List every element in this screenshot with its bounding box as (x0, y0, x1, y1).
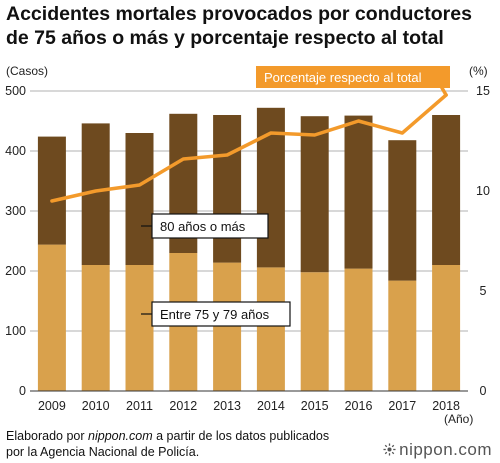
chart-title: Accidentes mortales provocados por condu… (6, 2, 496, 50)
bar-layer (37, 107, 461, 391)
bar-75-79 (213, 262, 242, 391)
left-axis-tick-label: 400 (5, 144, 26, 158)
left-axis-unit: (Casos) (6, 64, 49, 78)
chart-title-line-1: Accidentes mortales provocados por condu… (6, 3, 472, 25)
x-axis-tick-label: 2018 (432, 399, 460, 413)
bar-75-79 (125, 265, 154, 391)
left-axis-tick-label: 200 (5, 264, 26, 278)
x-axis-tick-label: 2017 (388, 399, 416, 413)
x-axis-tick-label: 2011 (126, 399, 153, 413)
bar-80-plus (388, 140, 417, 281)
bar-75-79 (37, 244, 66, 391)
right-axis-tick-label: 15 (476, 84, 490, 98)
percentage-line-label-connector (440, 86, 448, 97)
series-label-75-79-text: Entre 75 y 79 años (160, 307, 270, 322)
chart-title-line-2: de 75 años o más y porcentaje respecto a… (6, 27, 444, 49)
nippon-logo: nippon.com (383, 440, 492, 460)
series-label-75-79: Entre 75 y 79 años (141, 301, 291, 327)
x-axis-tick-label: 2009 (38, 399, 66, 413)
bar-80-plus (213, 115, 242, 263)
nippon-logo-icon (383, 443, 396, 456)
left-axis-tick-label: 300 (5, 204, 26, 218)
right-axis-unit: (%) (469, 64, 488, 78)
x-axis-unit: (Año) (444, 412, 474, 426)
right-axis-tick-label: 5 (480, 284, 487, 298)
series-label-80-plus-text: 80 años o más (160, 219, 246, 234)
bar-75-79 (81, 265, 110, 391)
bar-80-plus (300, 116, 329, 273)
percentage-line (50, 93, 448, 203)
series-label-75-79-box (151, 301, 291, 327)
left-axis-tick-label: 100 (5, 324, 26, 338)
bar-80-plus (432, 115, 461, 265)
right-axis-tick-label: 0 (480, 384, 487, 398)
line-series-label: Porcentaje respecto al total (256, 66, 450, 88)
x-axis-tick-label: 2012 (169, 399, 197, 413)
series-label-80-plus: 80 años o más (141, 213, 269, 239)
bar-80-plus (37, 136, 66, 245)
x-axis-tick-label: 2010 (82, 399, 110, 413)
source-note-line-2: por la Agencia Nacional de Policía. (6, 445, 200, 459)
nippon-logo-text: nippon.com (399, 440, 492, 459)
source-note: Elaborado por nippon.com a partir de los… (6, 428, 329, 460)
x-axis-tick-label: 2013 (213, 399, 241, 413)
right-axis-tick-label: 10 (476, 184, 490, 198)
line-series-label-box (256, 66, 450, 88)
source-note-prefix: Elaborado por (6, 429, 89, 443)
bar-75-79 (256, 267, 285, 391)
bar-75-79 (388, 280, 417, 391)
bar-75-79 (300, 272, 329, 391)
bar-80-plus (344, 115, 373, 269)
bar-75-79 (344, 268, 373, 391)
x-axis-tick-label: 2016 (345, 399, 373, 413)
source-note-suffix: a partir de los datos publicados (152, 429, 330, 443)
x-axis-tick-label: 2014 (257, 399, 285, 413)
bar-75-79 (432, 265, 461, 391)
x-axis-tick-label: 2015 (301, 399, 329, 413)
line-layer (50, 86, 448, 203)
left-axis-tick-label: 500 (5, 84, 26, 98)
bar-80-plus (125, 133, 154, 265)
source-note-site: nippon.com (88, 429, 153, 443)
line-series-label-text: Porcentaje respecto al total (264, 70, 422, 85)
axis-layer: 0 100 200 300 400 500 0 5 10 15 2009 2010 2011 2012 20… (5, 84, 490, 413)
series-label-80-plus-box (151, 213, 269, 239)
left-axis-tick-label: 0 (19, 384, 26, 398)
